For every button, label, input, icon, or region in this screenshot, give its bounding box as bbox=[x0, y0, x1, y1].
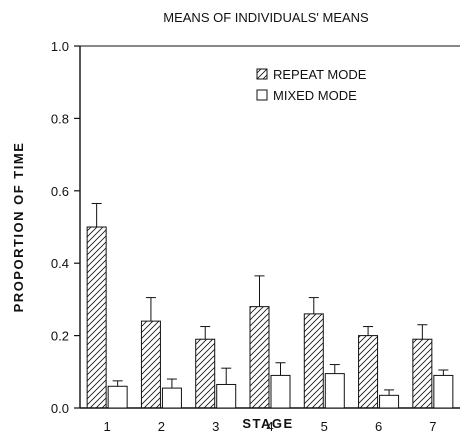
y-tick-label: 0.8 bbox=[51, 111, 69, 126]
bars bbox=[86, 202, 454, 409]
chart-title: MEANS OF INDIVIDUALS' MEANS bbox=[163, 10, 369, 25]
x-tick-label: 2 bbox=[158, 419, 165, 434]
bar-mixed-mode bbox=[324, 373, 345, 409]
legend-swatch-repeat-mode bbox=[256, 68, 268, 80]
x-tick-label: 7 bbox=[429, 419, 436, 434]
legend-swatch-mixed-mode bbox=[256, 89, 268, 101]
plot-area bbox=[79, 45, 460, 409]
y-tick-label: 0.0 bbox=[51, 401, 69, 416]
bar-repeat-mode bbox=[86, 226, 107, 409]
bar-repeat-mode bbox=[195, 338, 216, 409]
legend-label-mixed-mode: MIXED MODE bbox=[273, 88, 357, 103]
y-ticks: 0.0 0.2 0.4 0.6 0.8 1.0 bbox=[51, 39, 80, 416]
bar-mixed-mode bbox=[270, 374, 291, 409]
bar-repeat-mode bbox=[358, 335, 379, 409]
bar-mixed-mode bbox=[379, 394, 400, 409]
legend: REPEAT MODE MIXED MODE bbox=[256, 67, 367, 103]
x-tick-label: 4 bbox=[266, 419, 273, 434]
y-tick-label: 0.4 bbox=[51, 256, 69, 271]
bar-mixed-mode bbox=[216, 383, 237, 409]
bar-mixed-mode bbox=[433, 374, 454, 409]
y-axis-label: PROPORTION OF TIME bbox=[11, 142, 26, 313]
x-ticks: 1 2 3 4 5 6 7 bbox=[104, 419, 437, 434]
x-tick-label: 5 bbox=[321, 419, 328, 434]
bar-mixed-mode bbox=[107, 385, 128, 409]
x-tick-label: 6 bbox=[375, 419, 382, 434]
y-tick-label: 0.6 bbox=[51, 184, 69, 199]
x-axis-label: STAGE bbox=[242, 416, 293, 431]
y-tick-label: 1.0 bbox=[51, 39, 69, 54]
y-tick-label: 0.2 bbox=[51, 329, 69, 344]
bar-repeat-mode bbox=[140, 320, 161, 409]
bar-repeat-mode bbox=[249, 306, 270, 409]
x-tick-label: 1 bbox=[104, 419, 111, 434]
bar-repeat-mode bbox=[412, 338, 433, 409]
bar-mixed-mode bbox=[161, 387, 182, 409]
legend-label-repeat-mode: REPEAT MODE bbox=[273, 67, 367, 82]
x-tick-label: 3 bbox=[212, 419, 219, 434]
bar-repeat-mode bbox=[303, 313, 324, 409]
